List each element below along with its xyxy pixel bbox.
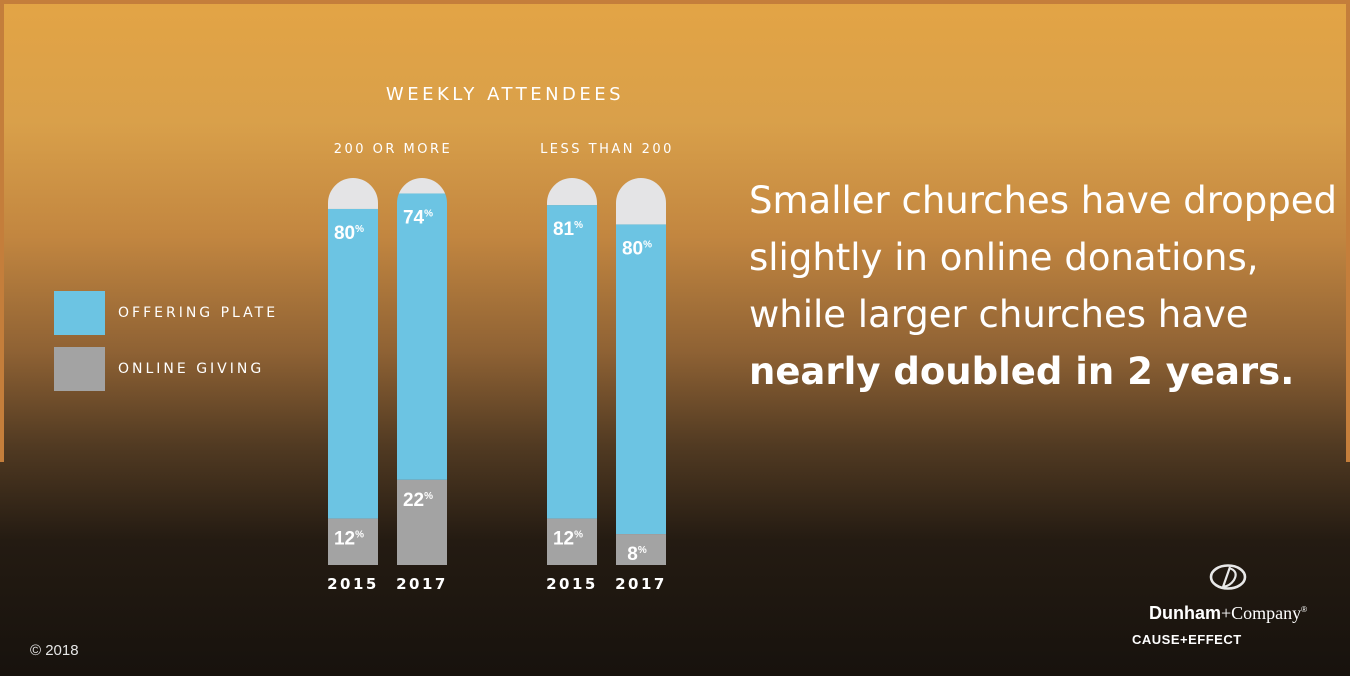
logo-brand-mark: ® [1301,605,1308,614]
legend-label-offering-plate: OFFERING PLATE [118,305,279,321]
logo-tagline: CAUSE+EFFECT [1132,632,1242,647]
copyright-text: © 2018 [30,642,79,659]
bar-1-1-stack [616,178,666,565]
headline-regular-text: Smaller churches have dropped slightly i… [749,179,1338,336]
headline-bold-text: nearly doubled in 2 years. [749,350,1295,393]
bar-1-0-offering-plate-segment [547,205,597,519]
logo-brand: Dunham+Company® [1128,603,1328,624]
bar-1-1-remainder-segment [616,178,666,225]
chart-title: WEEKLY ATTENDEES [386,84,624,105]
legend-swatch-online-giving [54,347,105,391]
dunham-d-emblem-icon [1209,564,1247,590]
bar-1-1-offering-plate-segment [616,224,666,535]
bar-1-0-stack [547,178,597,565]
bar-1-0-online-giving-segment [547,518,597,565]
bar-0-1-year-label: 2017 [396,575,448,593]
bar-0-1-online-giving-segment [397,479,447,565]
bar-0-0-offering-plate-segment [328,208,378,519]
bar-0-0-stack [328,178,378,565]
company-logo: Dunham+Company® CAUSE+EFFECT [1128,562,1328,647]
bar-0-1-stack [397,178,447,565]
headline: Smaller churches have dropped slightly i… [749,172,1349,400]
logo-brand-bold: Dunham [1148,603,1221,623]
bar-0-0-year-label: 2015 [327,575,379,593]
group-label: 200 OR MORE [334,142,453,157]
bar-0-1-offering-plate-segment [397,193,447,480]
bar-0-0-remainder-segment [328,178,378,209]
bar-1-1-online-giving-segment [616,534,666,565]
logo-brand-regular: +Company [1220,603,1302,623]
bar-0-1-remainder-segment [397,178,447,194]
group-label: LESS THAN 200 [540,142,674,157]
legend-item-online-giving: ONLINE GIVING [54,347,264,391]
legend-label-online-giving: ONLINE GIVING [118,361,265,377]
legend-item-offering-plate: OFFERING PLATE [54,291,278,335]
bar-1-0-remainder-segment [547,178,597,206]
bar-0-0-online-giving-segment [328,518,378,565]
legend-swatch-offering-plate [54,291,105,335]
bar-1-0-year-label: 2015 [546,575,598,593]
bar-1-1-year-label: 2017 [615,575,667,593]
